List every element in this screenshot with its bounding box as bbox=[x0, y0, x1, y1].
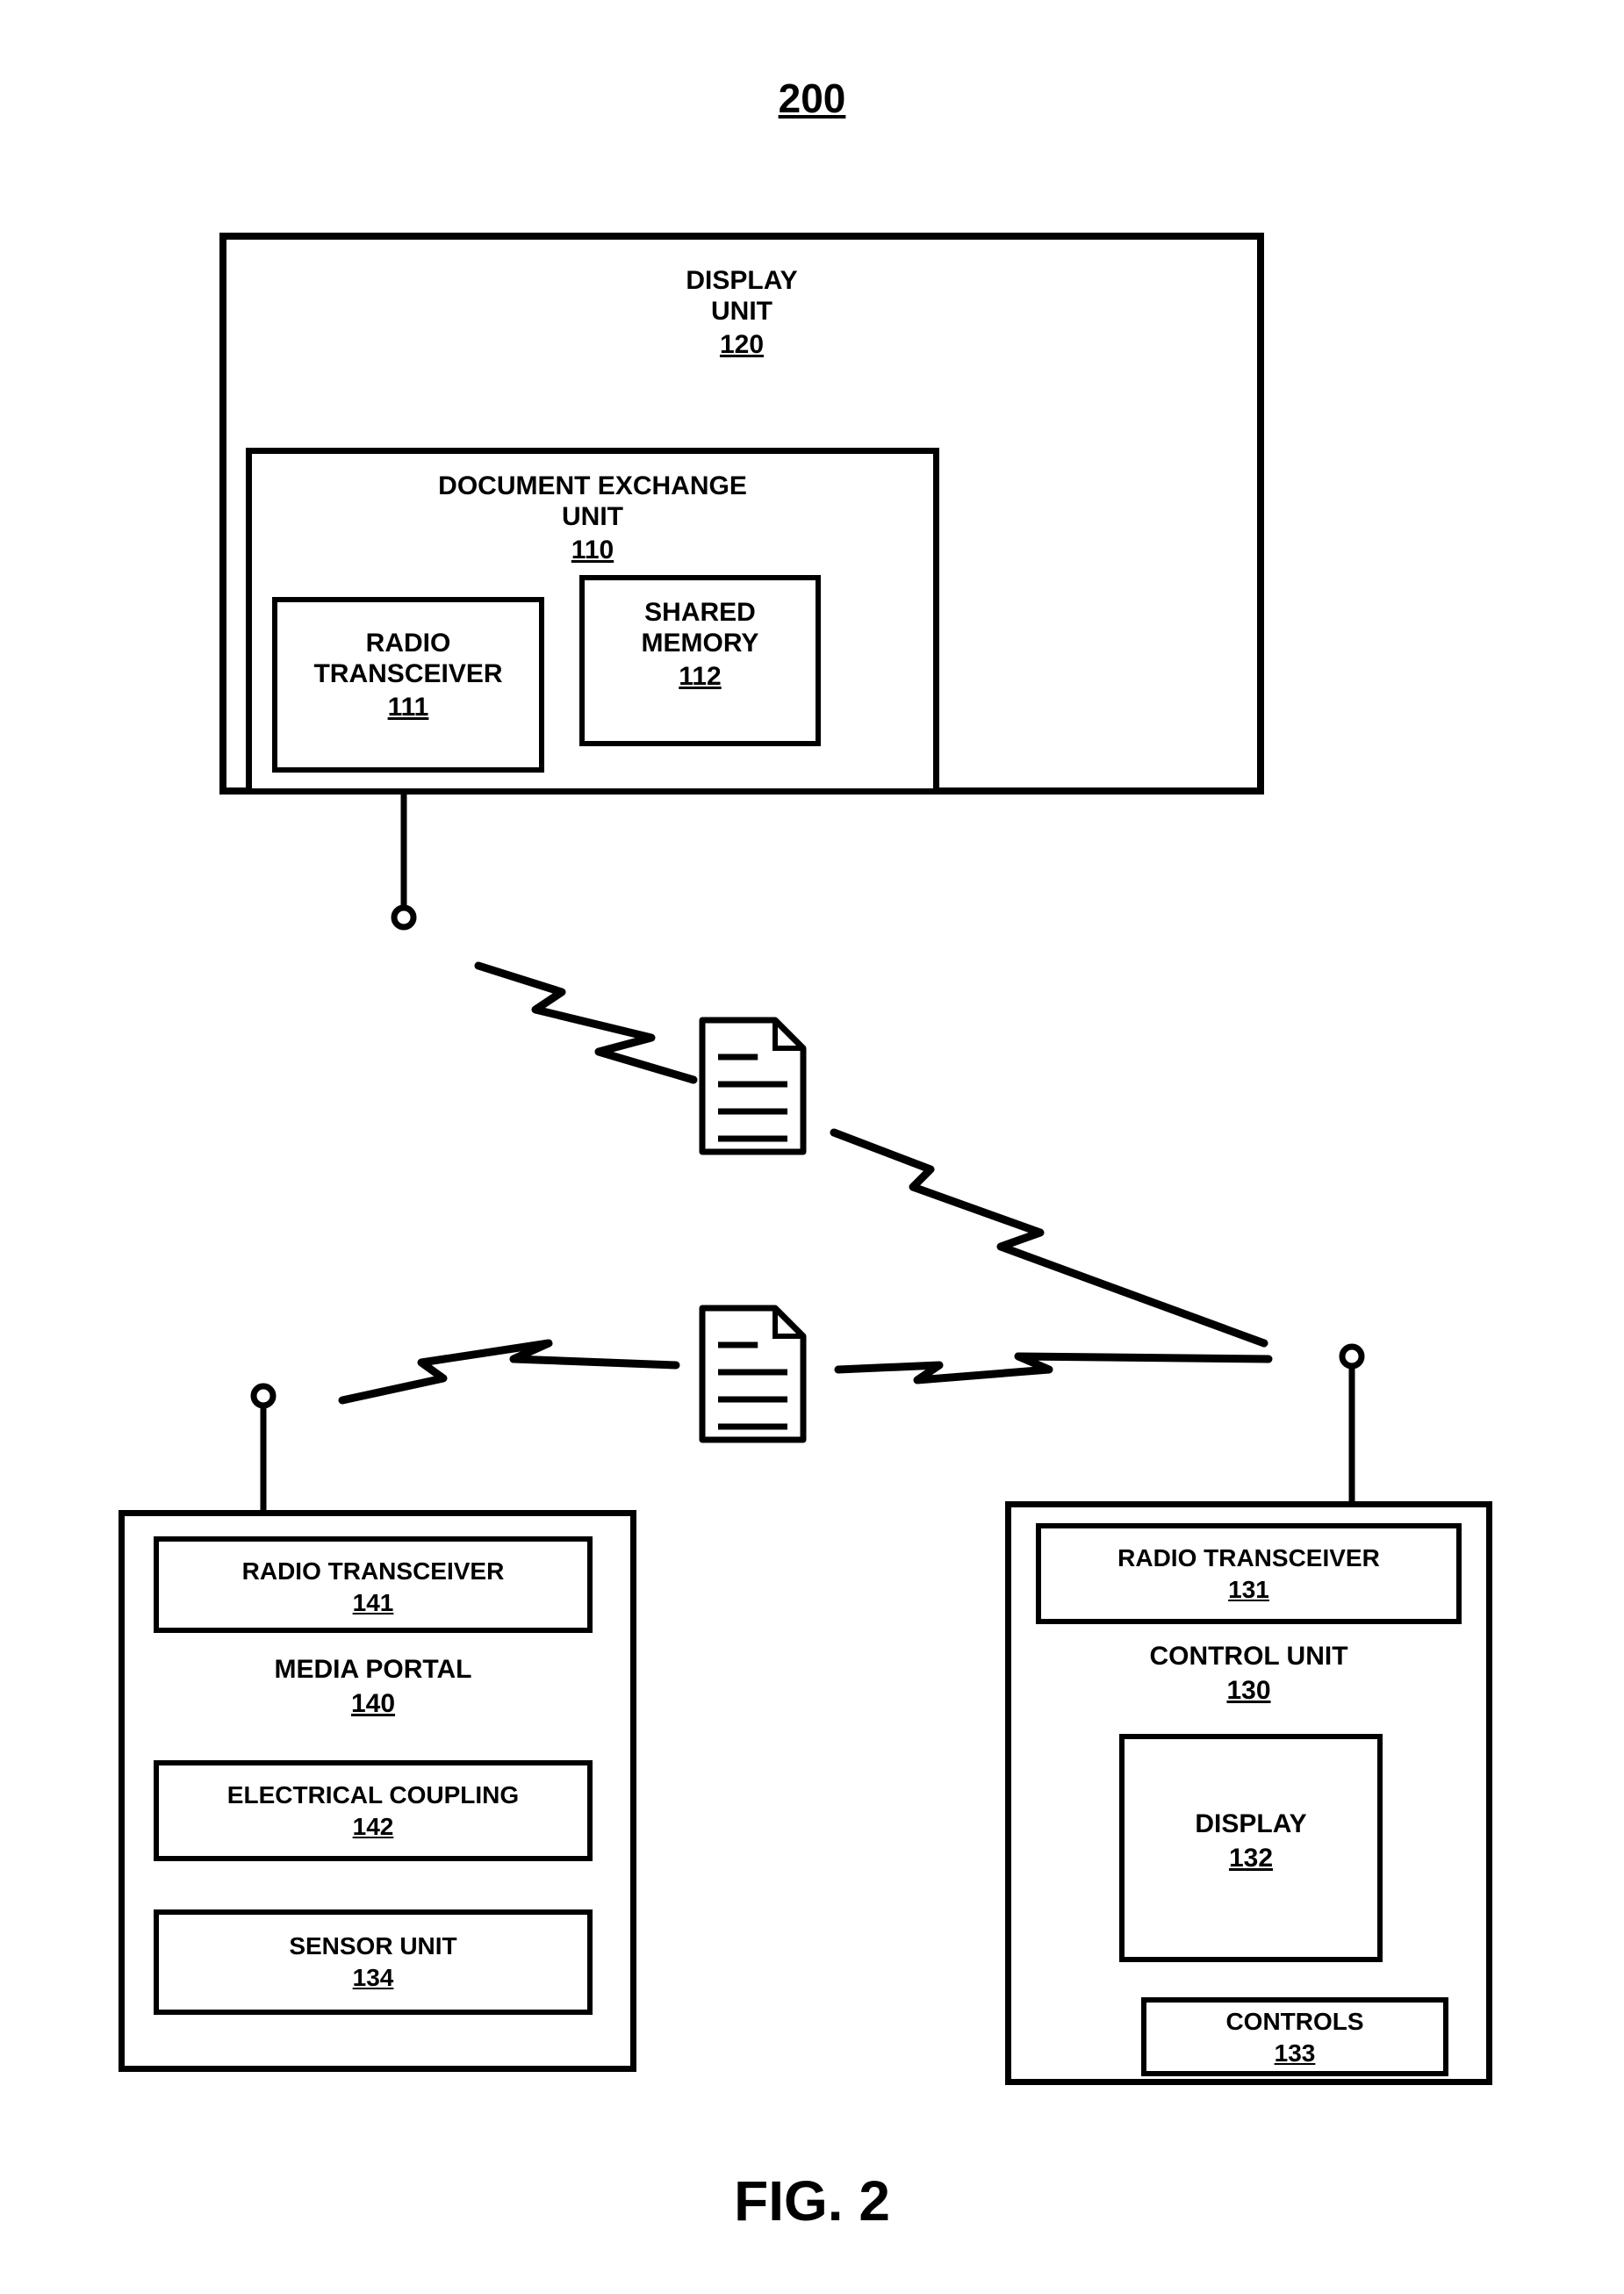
figure-ref-text: 200 bbox=[779, 76, 846, 121]
radio-111-ref: 111 bbox=[388, 693, 429, 723]
sensor-unit-box: SENSOR UNIT 134 bbox=[154, 1909, 593, 2015]
radio-141-ref: 141 bbox=[353, 1589, 394, 1617]
control-unit-label-block: CONTROL UNIT 130 bbox=[1036, 1642, 1462, 1706]
figure-caption: FIG. 2 bbox=[0, 2168, 1624, 2233]
control-unit-ref: 130 bbox=[1036, 1676, 1462, 1707]
radio-111-label-1: RADIO bbox=[366, 629, 451, 659]
shared-memory-label-1: SHARED bbox=[644, 598, 756, 629]
sensor-unit-ref: 134 bbox=[353, 1964, 394, 1992]
controls-133-ref: 133 bbox=[1275, 2039, 1316, 2067]
media-portal-label-1: MEDIA PORTAL bbox=[154, 1655, 593, 1686]
figure-caption-text: FIG. 2 bbox=[734, 2169, 890, 2233]
radio-transceiver-141-box: RADIO TRANSCEIVER 141 bbox=[154, 1536, 593, 1633]
document-exchange-ref: 110 bbox=[571, 536, 614, 566]
media-portal-label-block: MEDIA PORTAL 140 bbox=[154, 1655, 593, 1719]
document-exchange-label-2: UNIT bbox=[562, 502, 623, 533]
sensor-unit-label: SENSOR UNIT bbox=[289, 1932, 456, 1960]
controls-133-box: CONTROLS 133 bbox=[1141, 1997, 1448, 2076]
shared-memory-ref: 112 bbox=[679, 662, 721, 693]
electrical-coupling-label: ELECTRICAL COUPLING bbox=[227, 1781, 519, 1809]
electrical-coupling-box: ELECTRICAL COUPLING 142 bbox=[154, 1760, 593, 1861]
radio-transceiver-111-box: RADIO TRANSCEIVER 111 bbox=[272, 597, 544, 773]
media-portal-ref: 140 bbox=[154, 1689, 593, 1720]
control-unit-label-1: CONTROL UNIT bbox=[1036, 1642, 1462, 1672]
radio-141-label: RADIO TRANSCEIVER bbox=[242, 1557, 505, 1586]
document-exchange-label-1: DOCUMENT EXCHANGE bbox=[438, 471, 747, 502]
shared-memory-label-2: MEMORY bbox=[642, 629, 759, 659]
display-132-label: DISPLAY bbox=[1195, 1809, 1306, 1840]
figure-ref-number: 200 bbox=[0, 75, 1624, 122]
radio-111-label-2: TRANSCEIVER bbox=[313, 659, 502, 690]
display-132-box: DISPLAY 132 bbox=[1119, 1734, 1383, 1962]
display-unit-ref: 120 bbox=[720, 330, 764, 361]
radio-131-ref: 131 bbox=[1228, 1576, 1269, 1604]
radio-transceiver-131-box: RADIO TRANSCEIVER 131 bbox=[1036, 1523, 1462, 1624]
shared-memory-box: SHARED MEMORY 112 bbox=[579, 575, 821, 746]
figure-stage: 200 DISPLAY UNIT 120 DOCUMENT EXCHANGE U… bbox=[0, 0, 1624, 2294]
display-unit-label-2: UNIT bbox=[711, 297, 772, 327]
display-132-ref: 132 bbox=[1229, 1844, 1273, 1874]
electrical-coupling-ref: 142 bbox=[353, 1813, 394, 1841]
display-unit-label-1: DISPLAY bbox=[686, 266, 797, 297]
radio-131-label: RADIO TRANSCEIVER bbox=[1117, 1544, 1380, 1572]
controls-133-label: CONTROLS bbox=[1225, 2008, 1363, 2036]
